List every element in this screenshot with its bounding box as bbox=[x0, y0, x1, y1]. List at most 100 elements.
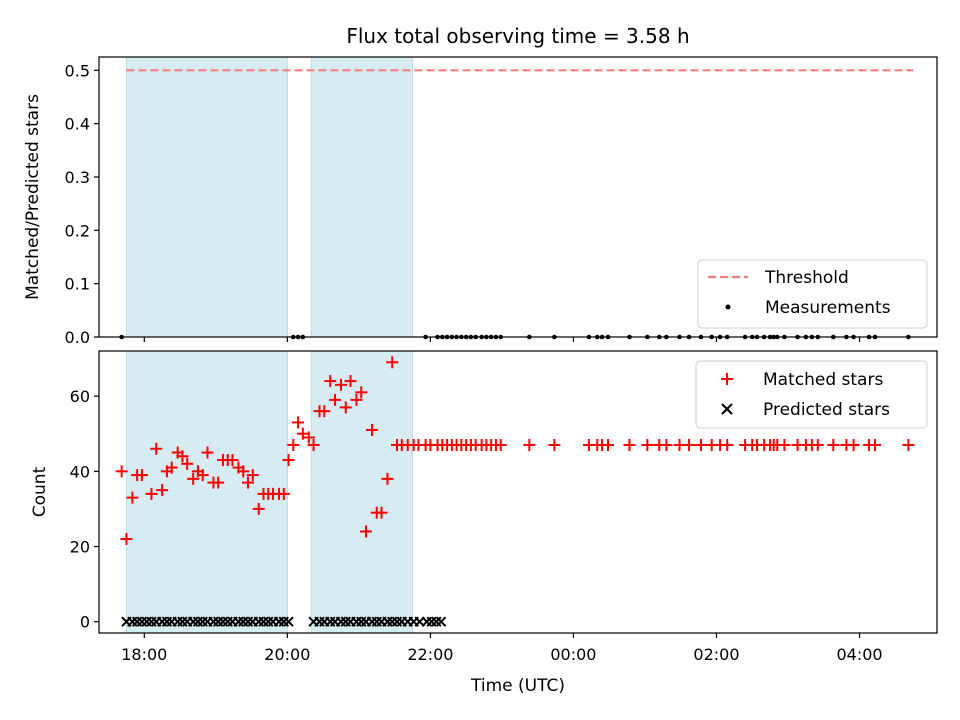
matched-star-point bbox=[165, 461, 178, 474]
matched-star-point bbox=[386, 356, 399, 369]
bottom-legend: Matched stars Predicted stars bbox=[695, 360, 928, 429]
matched-star-point bbox=[694, 439, 707, 451]
matched-stars-points bbox=[115, 356, 915, 545]
matched-star-point bbox=[212, 476, 225, 489]
matched-star-point bbox=[523, 439, 536, 451]
predicted-star-point bbox=[426, 616, 437, 627]
top-y-ticks: 0.0 0.1 0.2 0.3 0.4 0.5 bbox=[65, 61, 99, 347]
top-y-axis-label: Matched/Predicted stars bbox=[23, 94, 43, 300]
matched-star-point bbox=[277, 487, 290, 500]
matched-star-point bbox=[660, 439, 673, 451]
matched-star-point bbox=[375, 506, 388, 519]
matched-star-point bbox=[196, 469, 209, 482]
matched-star-point bbox=[381, 472, 394, 485]
predicted-stars-points bbox=[121, 616, 447, 627]
matched-star-point bbox=[811, 439, 824, 451]
matched-star-point bbox=[307, 439, 320, 451]
y-tick-label: 0.1 bbox=[65, 275, 90, 294]
matched-star-point bbox=[623, 439, 636, 451]
bottom-x-ticks: 18:00 20:00 22:00 00:00 02:00 04:00 bbox=[121, 633, 883, 664]
top-legend-box bbox=[697, 259, 928, 329]
matched-star-point bbox=[344, 375, 357, 388]
matched-star-point bbox=[282, 454, 295, 467]
matched-star-point bbox=[181, 457, 194, 470]
matched-star-point bbox=[242, 476, 255, 489]
matched-star-point bbox=[135, 469, 148, 482]
top-shaded-intervals bbox=[125, 56, 414, 338]
x-tick-label: 02:00 bbox=[693, 645, 739, 664]
matched-star-point bbox=[355, 386, 368, 399]
top-x-ticks bbox=[143, 337, 861, 342]
matched-star-point bbox=[302, 431, 315, 444]
shaded-interval bbox=[125, 56, 288, 338]
matched-star-point bbox=[350, 393, 363, 406]
y-tick-label: 0.0 bbox=[65, 328, 90, 347]
y-tick-label: 0.4 bbox=[65, 115, 90, 134]
matched-star-point bbox=[601, 439, 614, 451]
bottom-y-axis-label: Count bbox=[30, 466, 50, 517]
y-tick-label: 60 bbox=[70, 387, 90, 406]
matched-star-point bbox=[641, 439, 654, 451]
matched-star-point bbox=[237, 465, 250, 478]
matched-star-point bbox=[145, 487, 158, 500]
chart-title: Flux total observing time = 3.58 h bbox=[346, 24, 689, 48]
y-tick-label: 40 bbox=[70, 462, 90, 481]
legend-measurements-label: Measurements bbox=[765, 298, 891, 318]
matched-star-point bbox=[292, 416, 305, 429]
legend-predicted-label: Predicted stars bbox=[763, 400, 890, 420]
legend-matched-label: Matched stars bbox=[763, 370, 883, 390]
matched-star-point bbox=[156, 484, 169, 497]
matched-star-point bbox=[360, 525, 373, 538]
legend-predicted-swatch bbox=[721, 403, 733, 415]
top-legend: Threshold Measurements bbox=[697, 259, 928, 329]
y-tick-label: 20 bbox=[70, 538, 90, 557]
shaded-interval bbox=[310, 56, 414, 338]
matched-star-point bbox=[869, 439, 882, 451]
matched-star-point bbox=[246, 469, 259, 482]
matched-star-point bbox=[902, 439, 915, 451]
matched-star-point bbox=[226, 454, 239, 467]
matched-star-point bbox=[721, 439, 734, 451]
matched-star-point bbox=[252, 502, 265, 515]
bottom-shaded-intervals bbox=[125, 350, 414, 634]
matched-star-point bbox=[176, 450, 189, 463]
x-axis-label: Time (UTC) bbox=[470, 676, 565, 696]
x-tick-label: 20:00 bbox=[264, 645, 310, 664]
x-tick-label: 22:00 bbox=[407, 645, 453, 664]
matched-star-point bbox=[365, 423, 378, 436]
bottom-y-ticks: 0 20 40 60 bbox=[70, 387, 99, 632]
y-tick-label: 0.3 bbox=[65, 168, 90, 187]
legend-measurements-swatch bbox=[725, 304, 731, 310]
bottom-plot-frame bbox=[98, 350, 938, 634]
matched-star-point bbox=[324, 375, 337, 388]
y-tick-label: 0 bbox=[80, 613, 90, 632]
matched-star-point bbox=[287, 439, 300, 451]
matched-star-point bbox=[201, 446, 214, 459]
x-tick-label: 00:00 bbox=[550, 645, 596, 664]
matched-star-point bbox=[847, 439, 860, 451]
matched-star-point bbox=[318, 405, 331, 418]
x-tick-label: 18:00 bbox=[121, 645, 167, 664]
matched-star-point bbox=[827, 439, 840, 451]
matched-star-point bbox=[150, 442, 163, 455]
predicted-star-point bbox=[431, 616, 442, 627]
matched-star-point bbox=[115, 465, 128, 478]
matched-star-point bbox=[187, 472, 200, 485]
legend-matched-swatch bbox=[721, 373, 733, 385]
matched-star-point bbox=[778, 439, 791, 451]
y-tick-label: 0.5 bbox=[65, 61, 90, 80]
matched-star-point bbox=[548, 439, 561, 451]
matched-star-point bbox=[126, 491, 139, 504]
bottom-legend-box bbox=[695, 360, 928, 429]
predicted-star-point bbox=[421, 616, 433, 627]
legend-threshold-label: Threshold bbox=[764, 268, 849, 288]
matched-star-point bbox=[494, 439, 507, 451]
matched-star-point bbox=[683, 439, 696, 451]
x-tick-label: 04:00 bbox=[836, 645, 882, 664]
matched-star-point bbox=[329, 393, 342, 406]
matched-star-point bbox=[120, 533, 133, 545]
predicted-star-point bbox=[435, 616, 447, 627]
top-plot-frame bbox=[98, 56, 938, 338]
y-tick-label: 0.2 bbox=[65, 221, 90, 240]
